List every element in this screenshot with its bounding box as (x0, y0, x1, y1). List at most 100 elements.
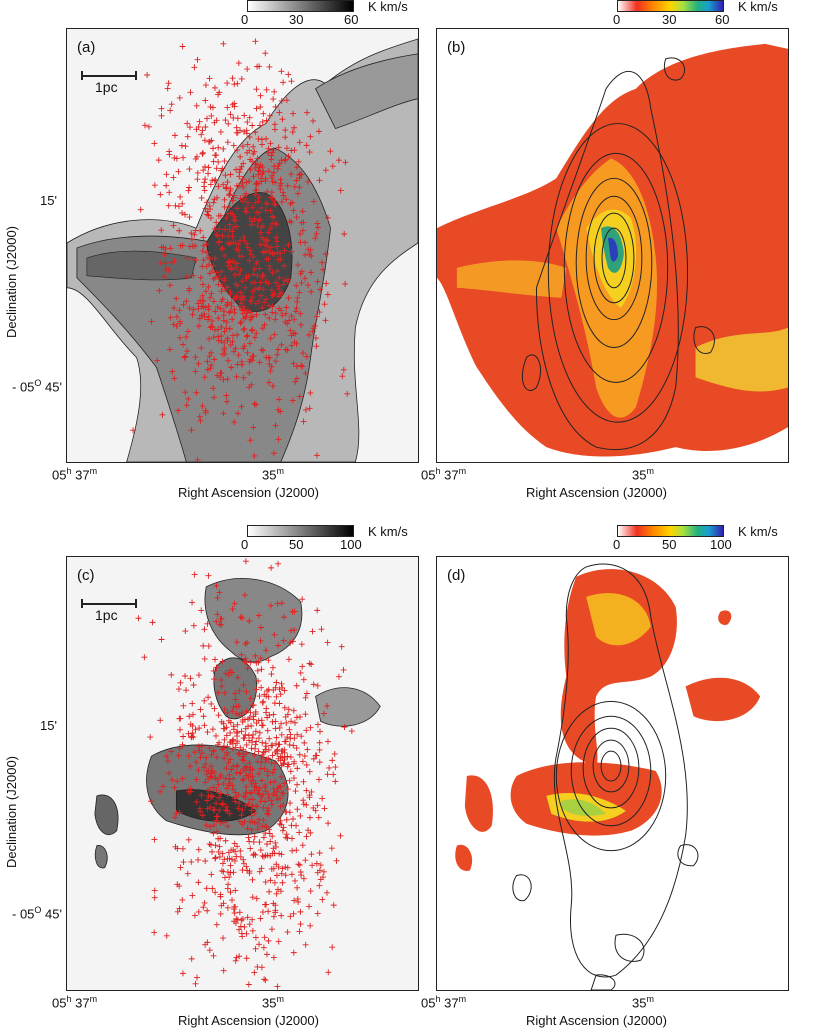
plus-marker (258, 777, 265, 784)
plus-marker (163, 932, 170, 939)
plus-marker (271, 331, 278, 338)
plus-marker (241, 735, 248, 742)
plus-marker (245, 723, 252, 730)
plus-marker (242, 558, 249, 565)
plus-marker (274, 249, 281, 256)
plus-marker (216, 276, 223, 283)
plus-marker (185, 187, 192, 194)
plus-marker (235, 241, 242, 248)
colorbar-tick: 0 (241, 537, 249, 552)
plus-marker (216, 238, 223, 245)
plus-marker (277, 817, 284, 824)
plus-marker (252, 38, 259, 45)
plus-marker (257, 765, 264, 772)
plus-marker (190, 256, 197, 263)
plus-marker (241, 237, 248, 244)
plus-marker (287, 639, 294, 646)
plus-marker (212, 855, 219, 862)
plus-marker (215, 689, 222, 696)
x-tick-sup: h (435, 994, 441, 1004)
x-tick-text: 35 (632, 995, 647, 1011)
plus-marker (224, 301, 231, 308)
plus-marker (232, 887, 239, 894)
plus-marker (193, 798, 200, 805)
plus-marker (243, 750, 250, 757)
plus-marker (193, 257, 199, 264)
plus-marker (241, 192, 248, 199)
plus-marker (197, 274, 204, 281)
plus-marker (275, 642, 282, 649)
plus-marker (172, 814, 179, 821)
plus-marker (174, 778, 181, 785)
plus-marker (273, 693, 280, 700)
plus-marker (288, 248, 295, 255)
plus-marker (219, 351, 226, 358)
plus-marker (257, 847, 264, 854)
plus-marker (266, 354, 273, 361)
plus-marker (293, 847, 300, 854)
plus-marker (270, 214, 277, 221)
panel-label: (d) (447, 567, 466, 584)
plus-marker (216, 589, 223, 596)
plus-marker (339, 373, 346, 380)
plus-marker (198, 345, 205, 352)
plus-marker (235, 792, 242, 798)
plus-marker (287, 754, 294, 761)
plus-marker (281, 157, 288, 164)
plus-marker (229, 338, 236, 345)
plus-marker (208, 362, 215, 369)
plus-marker (210, 830, 217, 837)
plus-marker (245, 199, 251, 206)
plus-marker (239, 198, 246, 205)
plus-marker (163, 753, 170, 760)
plus-marker (186, 166, 193, 173)
plus-marker (223, 325, 230, 332)
plus-marker (282, 127, 289, 134)
plus-marker (194, 176, 201, 183)
plus-marker (326, 764, 333, 771)
plus-marker (268, 189, 275, 196)
colorbar-tick: 30 (289, 12, 304, 27)
plus-marker (168, 748, 175, 755)
plus-marker (289, 835, 296, 842)
plus-marker (214, 611, 221, 618)
plus-marker (278, 720, 285, 727)
plus-marker (212, 255, 219, 262)
plus-marker (224, 80, 231, 87)
plus-marker (273, 221, 280, 228)
plus-marker (253, 401, 260, 408)
plus-marker (309, 628, 316, 635)
plus-marker (227, 862, 234, 869)
plus-marker (262, 175, 269, 182)
colorbar-rainbow-bottom (617, 525, 724, 537)
plus-marker (243, 688, 250, 695)
plus-marker (285, 71, 292, 78)
plus-marker (297, 869, 304, 875)
plus-marker (220, 317, 227, 324)
plus-marker (193, 126, 200, 133)
plus-marker (251, 787, 258, 794)
plus-marker (159, 411, 166, 418)
plus-marker (251, 452, 258, 459)
plus-marker (248, 812, 255, 819)
plus-marker (249, 218, 256, 225)
plus-marker (284, 929, 291, 936)
plus-marker (282, 864, 289, 871)
plus-marker (239, 278, 246, 285)
plus-marker (224, 709, 231, 716)
plus-marker (226, 776, 233, 782)
plus-marker (167, 282, 173, 289)
plus-marker (173, 323, 180, 330)
plus-marker (259, 791, 266, 798)
plus-marker (191, 749, 198, 756)
plus-marker (250, 424, 257, 431)
x-tick-text: 37 (444, 995, 459, 1011)
plus-marker (201, 183, 208, 190)
plus-marker (289, 638, 296, 645)
plus-marker (198, 131, 205, 138)
plus-marker (284, 734, 291, 741)
plus-marker (263, 354, 270, 361)
plus-marker (238, 651, 245, 658)
plus-marker (211, 676, 218, 683)
plus-marker (190, 682, 197, 688)
